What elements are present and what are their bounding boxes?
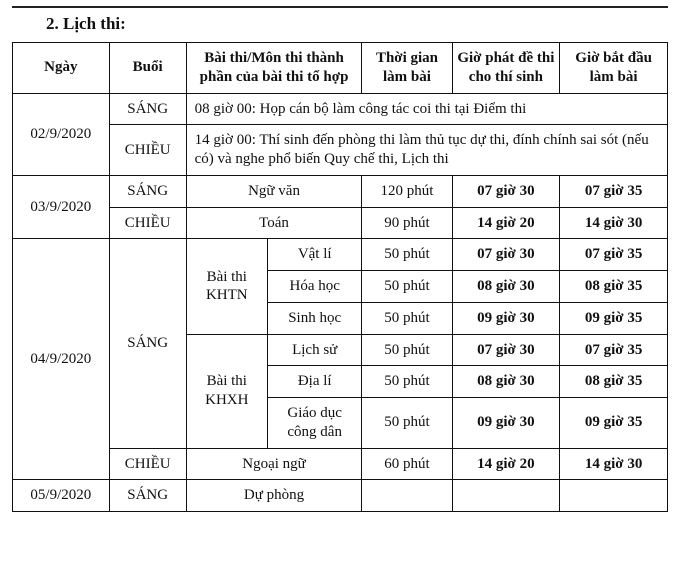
cell-date: 05/9/2020 [13,480,110,512]
cell-phat: 09 giờ 30 [452,398,560,449]
table-row: CHIỀU Toán 90 phút 14 giờ 20 14 giờ 30 [13,207,668,239]
cell-buoi: CHIỀU [109,448,186,480]
table-row: CHIỀU Ngoại ngữ 60 phút 14 giờ 20 14 giờ… [13,448,668,480]
cell-phat: 14 giờ 20 [452,207,560,239]
cell-start: 08 giờ 35 [560,366,668,398]
cell-bai-group: Bài thi KHXH [186,334,267,448]
cell-date: 04/9/2020 [13,239,110,480]
col-ngay: Ngày [13,43,110,94]
cell-phat: 14 giờ 20 [452,448,560,480]
cell-time: 50 phút [362,334,452,366]
cell-mon: Ngữ văn [186,175,362,207]
cell-time: 50 phút [362,271,452,303]
table-row: 05/9/2020 SÁNG Dự phòng [13,480,668,512]
col-bai-mon: Bài thi/Môn thi thành phần của bài thi t… [186,43,362,94]
cell-start: 14 giờ 30 [560,207,668,239]
cell-mon: Sinh học [267,302,362,334]
cell-start: 07 giờ 35 [560,334,668,366]
cell-time: 50 phút [362,366,452,398]
cell-start [560,480,668,512]
cell-date: 03/9/2020 [13,175,110,239]
top-divider [12,6,668,8]
cell-start: 14 giờ 30 [560,448,668,480]
cell-buoi: SÁNG [109,93,186,125]
cell-start: 09 giờ 35 [560,302,668,334]
col-gio-phat: Giờ phát đề thi cho thí sinh [452,43,560,94]
cell-time: 50 phút [362,398,452,449]
cell-start: 07 giờ 35 [560,239,668,271]
table-row: CHIỀU 14 giờ 00: Thí sinh đến phòng thi … [13,125,668,176]
cell-phat: 09 giờ 30 [452,302,560,334]
cell-time: 90 phút [362,207,452,239]
cell-phat: 07 giờ 30 [452,175,560,207]
cell-buoi: SÁNG [109,175,186,207]
table-row: 04/9/2020 SÁNG Bài thi KHTN Vật lí 50 ph… [13,239,668,271]
cell-start: 09 giờ 35 [560,398,668,449]
cell-time: 50 phút [362,302,452,334]
cell-mon: Hóa học [267,271,362,303]
cell-phat [452,480,560,512]
section-heading: 2. Lịch thi: [46,14,668,34]
table-row: 02/9/2020 SÁNG 08 giờ 00: Họp cán bộ làm… [13,93,668,125]
cell-time: 60 phút [362,448,452,480]
cell-time: 50 phút [362,239,452,271]
cell-phat: 08 giờ 30 [452,271,560,303]
cell-time [362,480,452,512]
cell-note: 08 giờ 00: Họp cán bộ làm công tác coi t… [186,93,667,125]
cell-mon: Toán [186,207,362,239]
table-header-row: Ngày Buổi Bài thi/Môn thi thành phần của… [13,43,668,94]
cell-note: 14 giờ 00: Thí sinh đến phòng thi làm th… [186,125,667,176]
cell-start: 08 giờ 35 [560,271,668,303]
exam-schedule-table: Ngày Buổi Bài thi/Môn thi thành phần của… [12,42,668,512]
col-buoi: Buổi [109,43,186,94]
cell-buoi: SÁNG [109,480,186,512]
cell-mon: Ngoại ngữ [186,448,362,480]
cell-time: 120 phút [362,175,452,207]
col-thoi-gian: Thời gian làm bài [362,43,452,94]
cell-mon: Vật lí [267,239,362,271]
cell-mon: Địa lí [267,366,362,398]
cell-mon: Lịch sử [267,334,362,366]
cell-buoi: SÁNG [109,239,186,448]
col-gio-bat-dau: Giờ bắt đầu làm bài [560,43,668,94]
cell-mon: Dự phòng [186,480,362,512]
cell-buoi: CHIỀU [109,207,186,239]
cell-phat: 07 giờ 30 [452,334,560,366]
cell-start: 07 giờ 35 [560,175,668,207]
cell-mon: Giáo dục công dân [267,398,362,449]
cell-buoi: CHIỀU [109,125,186,176]
cell-date: 02/9/2020 [13,93,110,175]
cell-phat: 07 giờ 30 [452,239,560,271]
cell-bai-group: Bài thi KHTN [186,239,267,334]
table-row: 03/9/2020 SÁNG Ngữ văn 120 phút 07 giờ 3… [13,175,668,207]
cell-phat: 08 giờ 30 [452,366,560,398]
